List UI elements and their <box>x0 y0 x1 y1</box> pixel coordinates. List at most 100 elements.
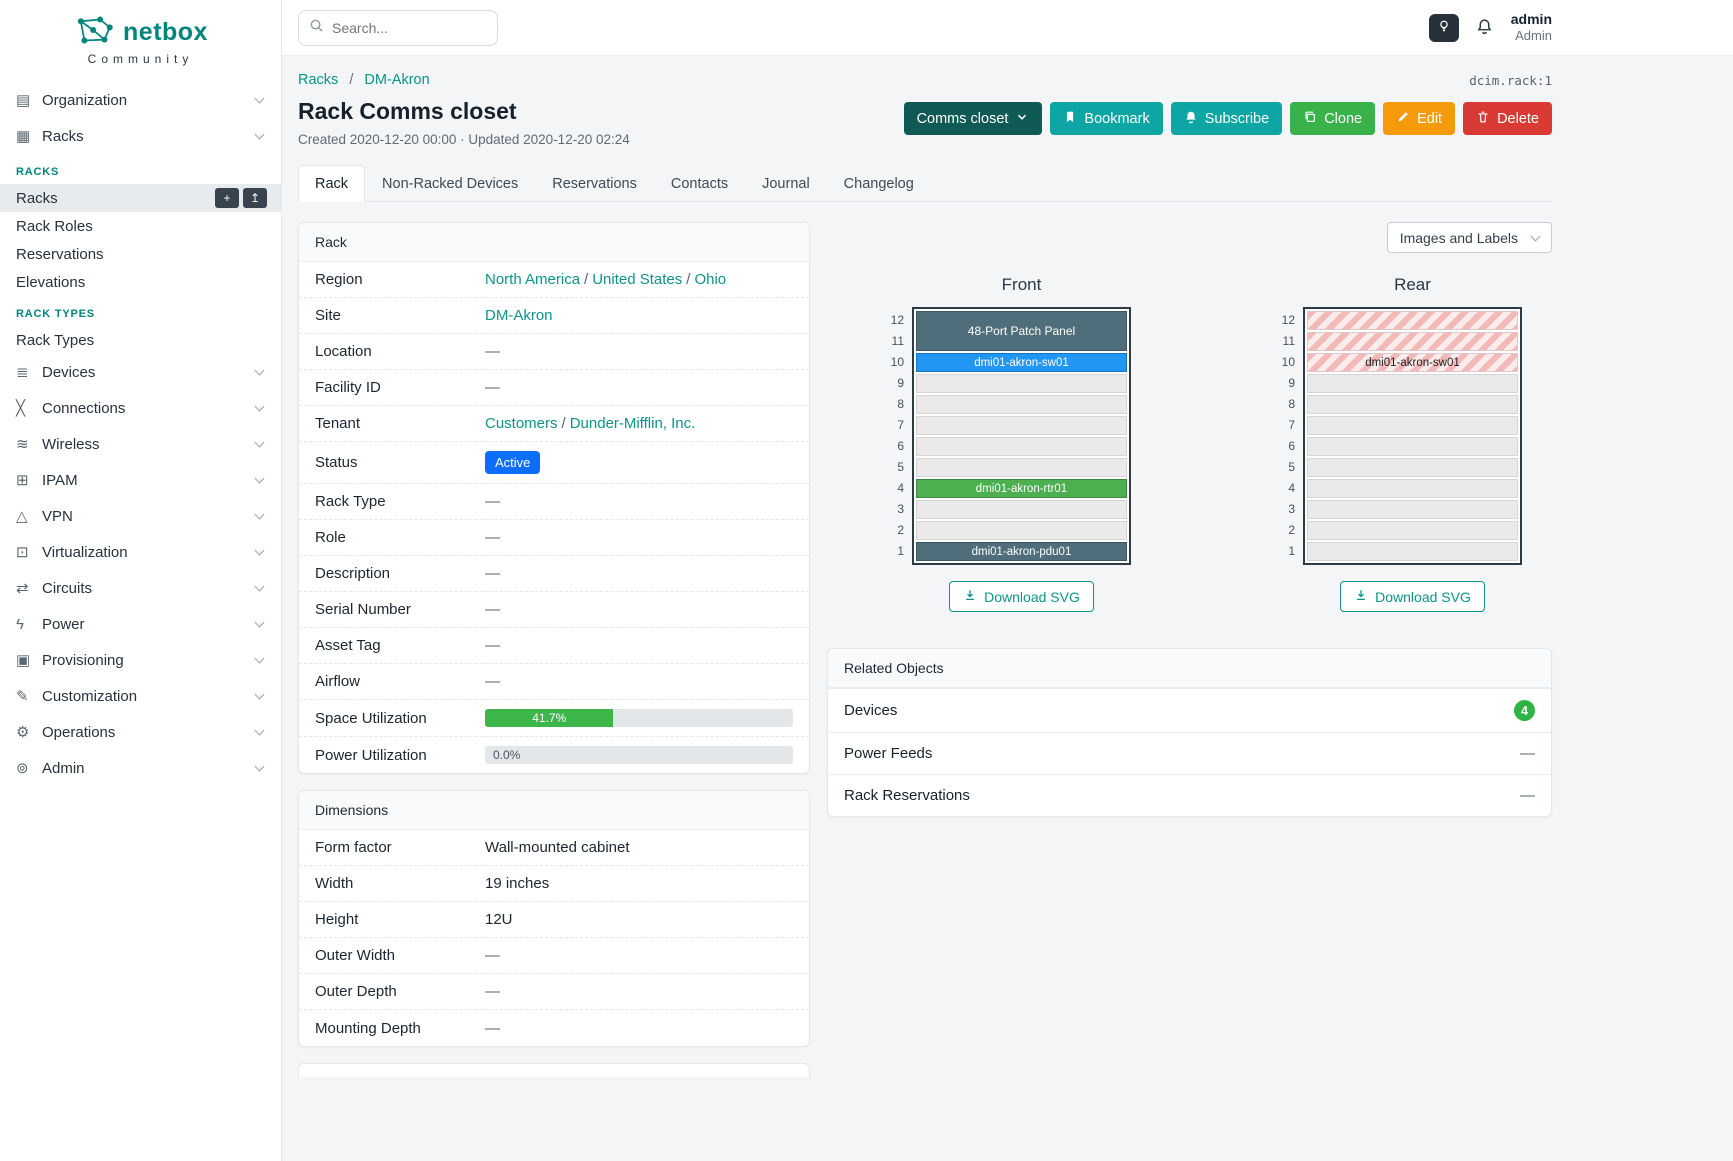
sidebar-item-provisioning[interactable]: ▣ Provisioning <box>0 642 281 678</box>
rack-unit-empty[interactable] <box>916 374 1127 393</box>
tenant-group-link[interactable]: Customers <box>485 415 558 432</box>
tab-reservations[interactable]: Reservations <box>552 176 637 192</box>
site-link[interactable]: DM-Akron <box>485 307 553 324</box>
rack-device-switch[interactable]: dmi01-akron-sw01 <box>916 353 1127 372</box>
rack-unit-empty[interactable] <box>1307 458 1518 477</box>
sidebar-item-reservations[interactable]: Reservations <box>16 245 104 263</box>
rack-unit-empty[interactable] <box>1307 437 1518 456</box>
unit-number: 4 <box>1288 481 1295 495</box>
unit-number: 8 <box>897 397 904 411</box>
related-row-devices[interactable]: Devices 4 <box>828 688 1551 732</box>
rack-unit-occupied-rear[interactable] <box>1307 311 1518 330</box>
sidebar-item-racks[interactable]: Racks + ↥ <box>0 184 281 212</box>
sidebar-item-rack-types[interactable]: Rack Types <box>16 331 95 349</box>
tab-contacts[interactable]: Contacts <box>670 176 729 192</box>
nav-section-racks: RACKS <box>16 166 60 178</box>
download-svg-rear-button[interactable]: Download SVG <box>1340 581 1485 612</box>
chevron-down-icon <box>254 365 265 376</box>
breadcrumb-racks[interactable]: Racks <box>298 72 339 88</box>
delete-button[interactable]: Delete <box>1463 102 1552 135</box>
region-link[interactable]: Ohio <box>694 271 727 288</box>
edit-button[interactable]: Edit <box>1383 102 1456 135</box>
sidebar-item-operations[interactable]: ⚙ Operations <box>0 714 281 750</box>
region-link[interactable]: United States <box>592 271 683 288</box>
view-selector-button[interactable]: Comms closet <box>903 102 1043 135</box>
sidebar-item-power[interactable]: ϟ Power <box>0 606 281 642</box>
sidebar-item-customization[interactable]: ✎ Customization <box>0 678 281 714</box>
field-row-facility-id: Facility ID — <box>299 370 809 406</box>
bookmark-button[interactable]: Bookmark <box>1050 102 1163 135</box>
sidebar-item-wireless[interactable]: ≋ Wireless <box>0 426 281 462</box>
sidebar-item-ipam[interactable]: ⊞ IPAM <box>0 462 281 498</box>
rack-unit-occupied-rear[interactable] <box>1307 332 1518 351</box>
rack-device-switch-rear[interactable]: dmi01-akron-sw01 <box>1307 353 1518 372</box>
theme-toggle-button[interactable] <box>1428 13 1459 42</box>
clone-button[interactable]: Clone <box>1290 102 1376 135</box>
sidebar-item-connections[interactable]: ╳ Connections <box>0 390 281 426</box>
region-link[interactable]: North America <box>485 271 581 288</box>
rack-unit-empty[interactable] <box>916 395 1127 414</box>
chevron-down-icon <box>254 437 265 448</box>
user-menu[interactable]: admin Admin <box>1510 10 1552 44</box>
rack-unit-empty[interactable] <box>916 458 1127 477</box>
download-svg-front-button[interactable]: Download SVG <box>949 581 1094 612</box>
sidebar-item-elevations[interactable]: Elevations <box>16 273 86 291</box>
images-and-labels-select[interactable]: Images and Labels <box>1386 222 1552 253</box>
sidebar-item-racks-group[interactable]: ▦ Racks <box>0 118 281 154</box>
sidebar-item-virtualization[interactable]: ⊡ Virtualization <box>0 534 281 570</box>
object-id: dcim.rack:1 <box>1469 72 1552 88</box>
rack-unit-empty[interactable] <box>916 437 1127 456</box>
import-button[interactable]: ↥ <box>243 188 267 208</box>
field-row-description: Description — <box>299 556 809 592</box>
action-buttons: Comms closet Bookmark Subscribe Clone <box>903 102 1552 135</box>
rack-unit-empty[interactable] <box>1307 500 1518 519</box>
field-row-status: Status Active <box>299 442 809 484</box>
partial-card <box>298 1063 810 1077</box>
add-button[interactable]: + <box>215 188 239 208</box>
search-box[interactable] <box>298 9 498 46</box>
rack-unit-empty[interactable] <box>1307 521 1518 540</box>
related-row-power-feeds[interactable]: Power Feeds — <box>828 732 1551 774</box>
tenant-link[interactable]: Dunder-Mifflin, Inc. <box>569 415 696 432</box>
rack-unit-empty[interactable] <box>916 521 1127 540</box>
pencil-icon <box>1396 110 1410 128</box>
tab-rack[interactable]: Rack <box>298 165 366 202</box>
sidebar-item-rack-roles[interactable]: Rack Roles <box>16 217 93 235</box>
brand-logo[interactable]: netbox Community <box>0 0 281 76</box>
field-row-mounting-depth: Mounting Depth — <box>315 1019 500 1037</box>
rack-unit-empty[interactable] <box>916 416 1127 435</box>
rack-unit-empty[interactable] <box>1307 395 1518 414</box>
tab-journal[interactable]: Journal <box>762 176 810 192</box>
tab-non-racked-devices[interactable]: Non-Racked Devices <box>382 176 519 192</box>
chevron-down-icon <box>254 129 265 140</box>
sidebar-item-vpn[interactable]: △ VPN <box>0 498 281 534</box>
trash-icon <box>1476 110 1490 128</box>
chevron-down-icon <box>1015 110 1029 128</box>
rack-unit-empty[interactable] <box>1307 374 1518 393</box>
sidebar-item-organization[interactable]: ▤ Organization <box>0 82 281 118</box>
rack-device-pdu[interactable]: dmi01-akron-pdu01 <box>916 542 1127 561</box>
rack-unit-empty[interactable] <box>916 500 1127 519</box>
rack-unit-empty[interactable] <box>1307 542 1518 561</box>
rack-unit-empty[interactable] <box>1307 479 1518 498</box>
rack-unit-empty[interactable] <box>1307 416 1518 435</box>
devices-icon: ≣ <box>16 364 29 381</box>
related-row-rack-reservations[interactable]: Rack Reservations — <box>828 774 1551 816</box>
power-utilization-bar: 0.0% <box>485 746 793 764</box>
tab-changelog[interactable]: Changelog <box>843 176 914 192</box>
rack-device-patch-panel[interactable]: 48-Port Patch Panel <box>916 311 1127 351</box>
unit-number: 10 <box>890 355 904 369</box>
sidebar-item-devices[interactable]: ≣ Devices <box>0 354 281 390</box>
copy-icon <box>1303 110 1317 128</box>
search-input[interactable] <box>332 19 482 36</box>
sidebar-item-circuits[interactable]: ⇄ Circuits <box>0 570 281 606</box>
chevron-down-icon <box>254 653 265 664</box>
breadcrumb-site[interactable]: DM-Akron <box>364 72 430 88</box>
rack-device-router[interactable]: dmi01-akron-rtr01 <box>916 479 1127 498</box>
subscribe-button[interactable]: Subscribe <box>1170 102 1283 135</box>
notifications-button[interactable] <box>1471 14 1499 42</box>
sidebar-item-admin[interactable]: ⊚ Admin <box>0 750 281 786</box>
chevron-down-icon <box>254 401 265 412</box>
chevron-down-icon <box>254 93 265 104</box>
